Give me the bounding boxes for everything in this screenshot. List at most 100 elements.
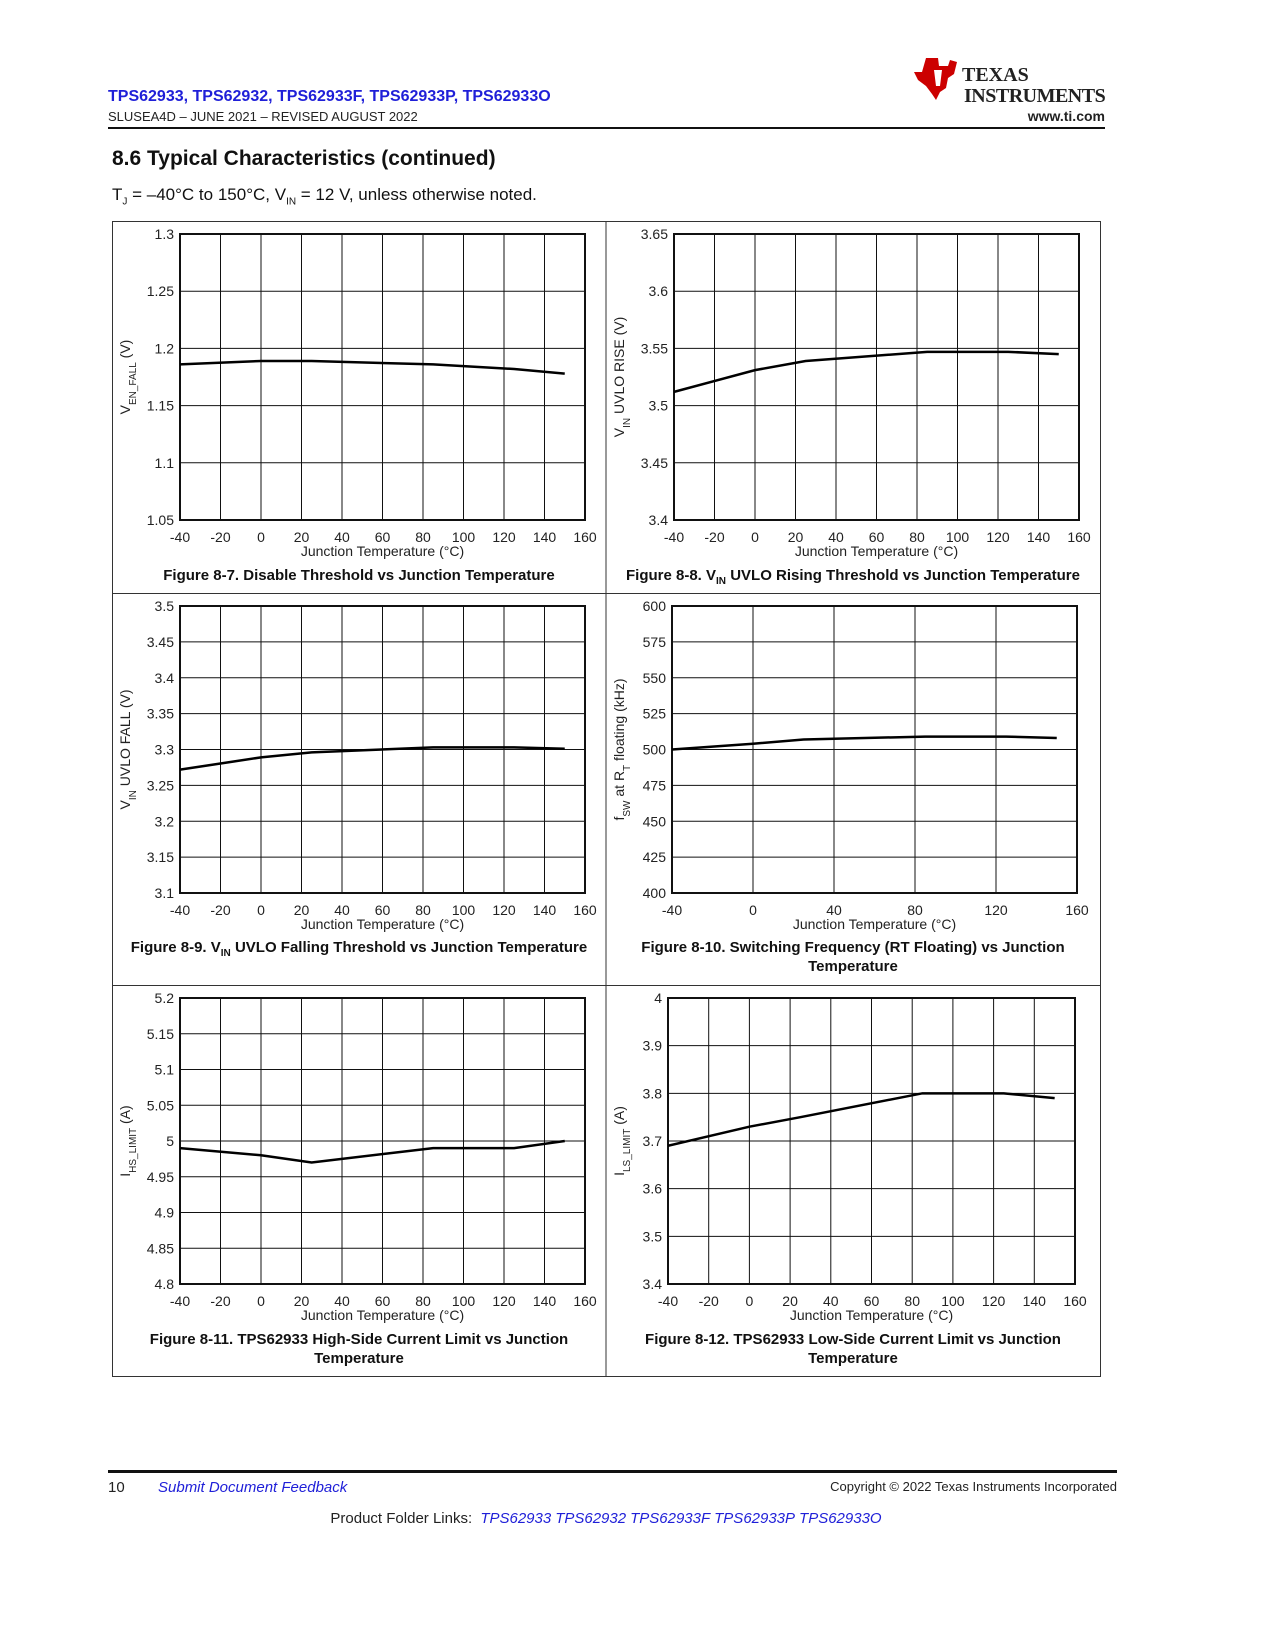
x-tick-label: 80 [907,902,923,918]
x-tick-label: 0 [751,529,759,545]
product-link[interactable]: TPS62932 [555,1510,627,1527]
x-tick-label: 80 [415,902,431,918]
figure-caption: Figure 8-11. TPS62933 High-Side Current … [124,1330,594,1368]
x-tick-label: -20 [210,902,230,918]
figure-caption: Figure 8-9. VIN UVLO Falling Threshold v… [124,938,594,963]
x-tick-label: 40 [823,1293,839,1309]
x-tick-label: -40 [170,902,190,918]
y-tick-label: 4.9 [155,1205,175,1221]
data-line [671,735,1057,751]
product-link[interactable]: TPS62933P [714,1510,796,1527]
product-link[interactable]: TPS62933 [480,1510,552,1527]
y-tick-label: 3.4 [155,670,175,686]
x-tick-label: 160 [1067,529,1091,545]
y-tick-label: 575 [643,634,667,650]
y-tick-label: 5.2 [155,990,175,1006]
x-tick-label: 0 [257,1293,265,1309]
text-part: UVLO Falling Threshold vs Junction Tempe… [230,939,588,956]
x-axis-label: Junction Temperature (°C) [790,1307,953,1323]
x-tick-label: 160 [1065,902,1089,918]
logo-line2: INSTRUMENTS [964,85,1106,107]
plot-frame [179,997,586,1285]
x-tick-label: 120 [982,1293,1006,1309]
y-tick-label: 3.4 [649,512,669,528]
y-tick-label: 3.8 [643,1085,663,1101]
x-tick-label: -20 [704,529,724,545]
x-tick-label: 60 [864,1293,880,1309]
website: www.ti.com [1027,108,1105,124]
x-tick-label: 60 [375,529,391,545]
y-tick-label: 5.1 [155,1062,175,1078]
text-part: Figure 8-12. TPS62933 Low-Side Current L… [645,1331,1061,1367]
subscript: SW [622,800,633,817]
x-tick-label: 40 [826,902,842,918]
y-tick-label: 3.15 [147,849,174,865]
y-axis-label: VIN UVLO FALL (V) [117,690,139,810]
text-part: (A) [117,1105,133,1128]
x-tick-label: 100 [452,902,476,918]
subscript: IN [622,418,633,428]
charts: 1.051.11.151.21.251.3-40 -20 0 20 40 60 80 100 1… [112,221,1101,1377]
x-tick-label: 140 [1023,1293,1047,1309]
y-tick-label: 1.2 [155,340,175,356]
y-tick-label: 3.5 [643,1228,663,1244]
x-tick-label: 80 [415,529,431,545]
plot-frame [667,997,1076,1285]
y-tick-label: 3.25 [147,777,174,793]
x-tick-label: 120 [986,529,1010,545]
x-tick-label: 60 [375,1293,391,1309]
y-tick-label: 3.6 [643,1181,663,1197]
data-line [179,746,565,771]
x-tick-label: 160 [573,902,597,918]
data-line [667,1092,1055,1147]
x-tick-label: -40 [658,1293,678,1309]
plot-frame [179,233,586,521]
y-tick-label: 3.7 [643,1133,663,1149]
text-part: UVLO RISE (V) [611,317,627,418]
x-tick-label: 80 [909,529,925,545]
conditions: TJ = –40°C to 150°C, VIN = 12 V, unless … [112,185,537,207]
y-tick-label: 3.9 [643,1038,663,1054]
y-tick-label: 1.1 [155,455,175,471]
feedback-link[interactable]: Submit Document Feedback [158,1479,348,1496]
data-line [179,1139,565,1164]
figure-caption: Figure 8-7. Disable Threshold vs Junctio… [124,566,594,585]
x-tick-label: 140 [533,902,557,918]
x-axis-label: Junction Temperature (°C) [301,1307,464,1323]
y-tick-label: 1.3 [155,226,175,242]
x-tick-label: 40 [828,529,844,545]
text-part: (A) [611,1106,627,1129]
text-part: Figure 8-10. Switching Frequency (RT Flo… [641,939,1065,975]
chart: 400 425 450 475 500 525 550 575 600 -40 0 40 80 120 16… [611,598,1089,932]
x-tick-label: 60 [869,529,885,545]
y-tick-label: 3.6 [649,283,669,299]
subscript: IN [220,948,231,959]
logo-line1: TEXAS [962,64,1029,86]
x-tick-label: 160 [1063,1293,1087,1309]
y-tick-label: 4.95 [147,1169,174,1185]
text-part: V [611,427,627,437]
text-part: floating (kHz) [611,678,627,764]
x-tick-label: 120 [492,529,516,545]
y-tick-label: 1.05 [147,512,174,528]
product-link[interactable]: TPS62933F [630,1510,711,1527]
y-tick-label: 550 [643,670,667,686]
y-axis-label: IHS_LIMIT (A) [117,1105,139,1176]
y-axis-label: VIN UVLO RISE (V) [611,317,633,437]
text-part: Figure 8-11. TPS62933 High-Side Current … [149,1331,569,1367]
text-part: Figure 8-8. V [626,567,717,584]
subscript: HS_LIMIT [128,1128,139,1173]
text-part: V [117,404,133,414]
y-tick-label: 5.05 [147,1097,174,1113]
y-tick-label: 475 [643,777,667,793]
x-tick-label: 20 [782,1293,798,1309]
y-axis-label: VEN_FALL (V) [117,340,139,415]
x-tick-label: 160 [573,1293,597,1309]
text-part: (V) [117,340,133,363]
y-tick-label: 1.15 [147,398,174,414]
y-tick-label: 600 [643,598,667,614]
text-part: f [611,817,627,821]
text-part: Figure 8-9. V [130,939,221,956]
product-link[interactable]: TPS62933O [799,1510,882,1527]
